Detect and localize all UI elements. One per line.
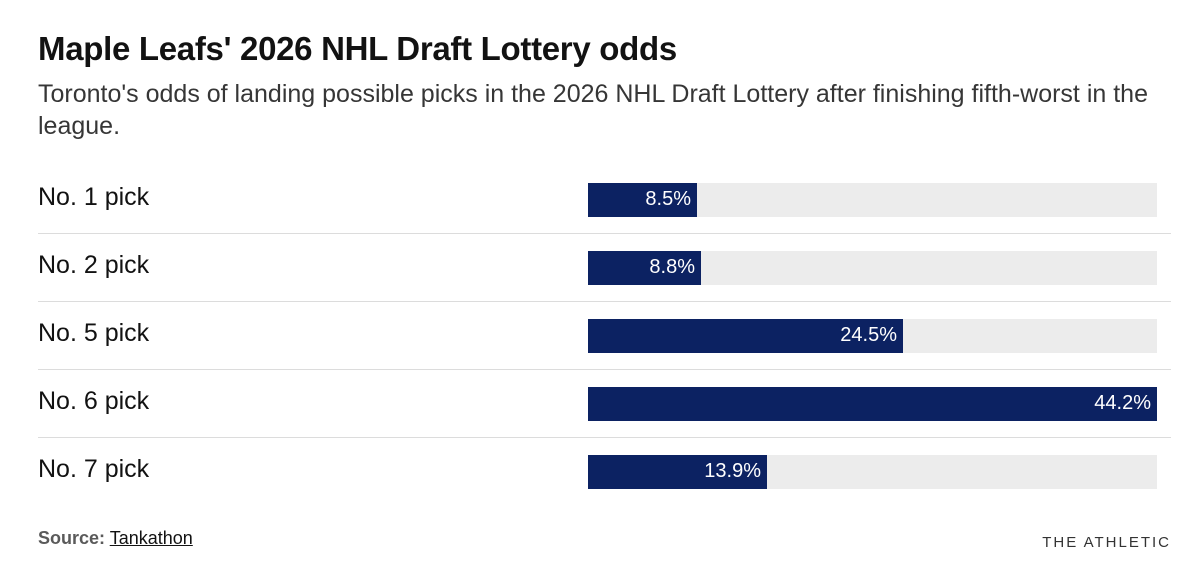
chart-row: No. 7 pick 13.9% (38, 438, 1171, 505)
chart-row: No. 1 pick 8.5% (38, 166, 1171, 234)
chart-row: No. 6 pick 44.2% (38, 370, 1171, 438)
chart-row: No. 5 pick 24.5% (38, 302, 1171, 370)
bar-value-label: 8.5% (645, 188, 691, 210)
bar: 8.8% (588, 251, 701, 285)
bar-track: 44.2% (588, 387, 1157, 421)
category-label: No. 2 pick (38, 251, 150, 279)
brand-logo: THE ATHLETIC (1042, 534, 1171, 551)
bar-value-label: 13.9% (704, 460, 761, 482)
bar-track: 13.9% (588, 455, 1157, 489)
bar-chart: No. 1 pick 8.5% No. 2 pick 8.8% No. 5 pick 24… (38, 166, 1171, 505)
bar-track: 8.5% (588, 183, 1157, 217)
bar-value-label: 24.5% (840, 324, 897, 346)
bar: 13.9% (588, 455, 767, 489)
category-label: No. 1 pick (38, 183, 150, 211)
source-note: Source: Tankathon (38, 528, 193, 549)
bar: 8.5% (588, 183, 697, 217)
bar-track: 8.8% (588, 251, 1157, 285)
bar: 24.5% (588, 319, 903, 353)
source-link[interactable]: Tankathon (109, 528, 193, 548)
category-label: No. 7 pick (38, 455, 150, 483)
bar-track: 24.5% (588, 319, 1157, 353)
chart-row: No. 2 pick 8.8% (38, 234, 1171, 302)
source-label: Source: (38, 528, 106, 548)
category-label: No. 6 pick (38, 387, 150, 415)
bar: 44.2% (588, 387, 1157, 421)
chart-subtitle: Toronto's odds of landing possible picks… (38, 80, 1148, 140)
bar-value-label: 44.2% (1094, 392, 1151, 414)
chart-title: Maple Leafs' 2026 NHL Draft Lottery odds (38, 30, 677, 67)
bar-value-label: 8.8% (649, 256, 695, 278)
category-label: No. 5 pick (38, 319, 150, 347)
